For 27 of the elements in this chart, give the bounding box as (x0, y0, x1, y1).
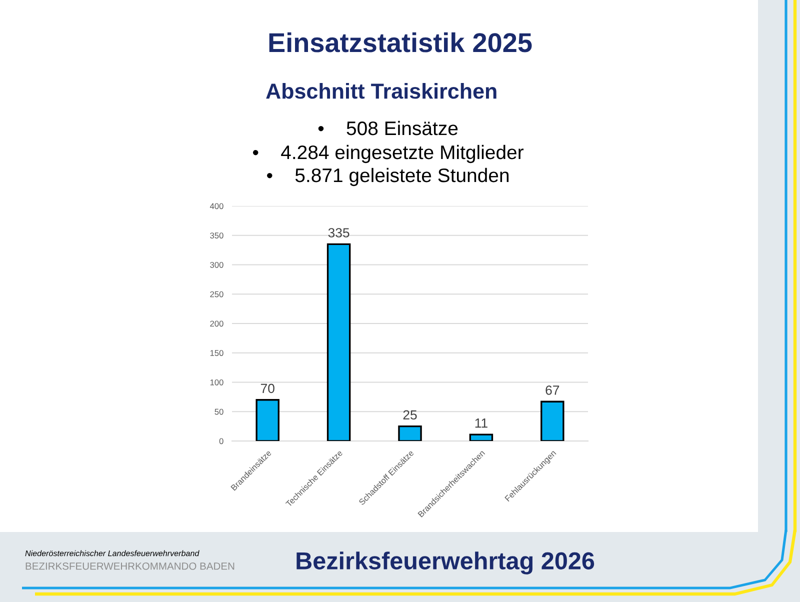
text: • 5.871 geleistete Stunden (267, 168, 509, 186)
y-tick-label: 150 (210, 350, 224, 356)
y-tick-label: 250 (210, 291, 224, 298)
data-label: 335 (328, 228, 350, 238)
y-tick-label: 300 (210, 262, 224, 268)
data-label: 25 (403, 410, 417, 420)
chart-title: Einsatzstatistik 2025 (269, 32, 532, 52)
bar (469, 434, 494, 441)
text: BEZIRKSFEUERWEHRKOMMANDO BADEN (26, 562, 234, 570)
chart-subtitle: Abschnitt Traiskirchen (266, 82, 496, 99)
y-tick-label: 400 (210, 203, 224, 210)
y-tick-label: 50 (214, 408, 224, 415)
text: • 508 Einsätze (318, 120, 458, 136)
y-tick-label: 200 (210, 320, 224, 327)
bar (256, 399, 280, 441)
y-tick-label: 100 (210, 379, 224, 386)
text: Bezirksfeuerwehrtag 2026 (296, 552, 594, 574)
bar (398, 425, 422, 441)
y-tick-label: 0 (219, 438, 224, 444)
data-label: 67 (546, 386, 560, 395)
data-label: 70 (260, 384, 274, 394)
bar (326, 243, 351, 441)
data-label: 11 (475, 418, 488, 428)
y-tick-label: 350 (210, 232, 224, 238)
text: Niederösterreichischer Landesfeuerwehrverband (25, 550, 200, 556)
text: • 4.284 eingesetzte Mitglieder (252, 144, 524, 164)
bar (540, 400, 564, 441)
